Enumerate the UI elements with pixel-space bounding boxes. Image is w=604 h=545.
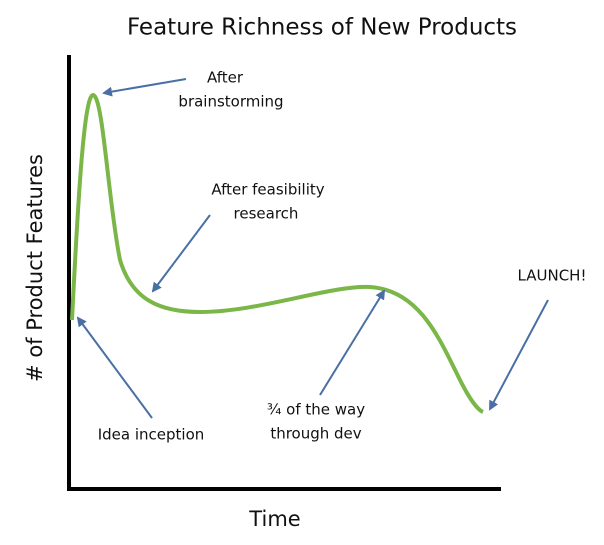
- annotation: LAUNCH!: [518, 267, 587, 285]
- annotation: through dev: [270, 425, 361, 443]
- annotation: After: [207, 69, 244, 87]
- title: Feature Richness of New Products: [127, 15, 517, 41]
- arrow: [319, 289, 386, 396]
- arrow: [151, 214, 211, 293]
- y-axis-label: # of Product Features: [23, 154, 47, 382]
- annotation: Idea inception: [98, 426, 205, 444]
- arrow: [102, 78, 187, 97]
- annotation: After feasibility: [211, 181, 324, 199]
- x-axis-label: Time: [248, 507, 300, 531]
- annotation: research: [234, 205, 299, 223]
- arrow: [489, 299, 549, 411]
- annotation: brainstorming: [178, 93, 283, 111]
- annotation: ¾ of the way: [267, 401, 365, 419]
- curve: [70, 92, 484, 414]
- arrow: [76, 316, 153, 419]
